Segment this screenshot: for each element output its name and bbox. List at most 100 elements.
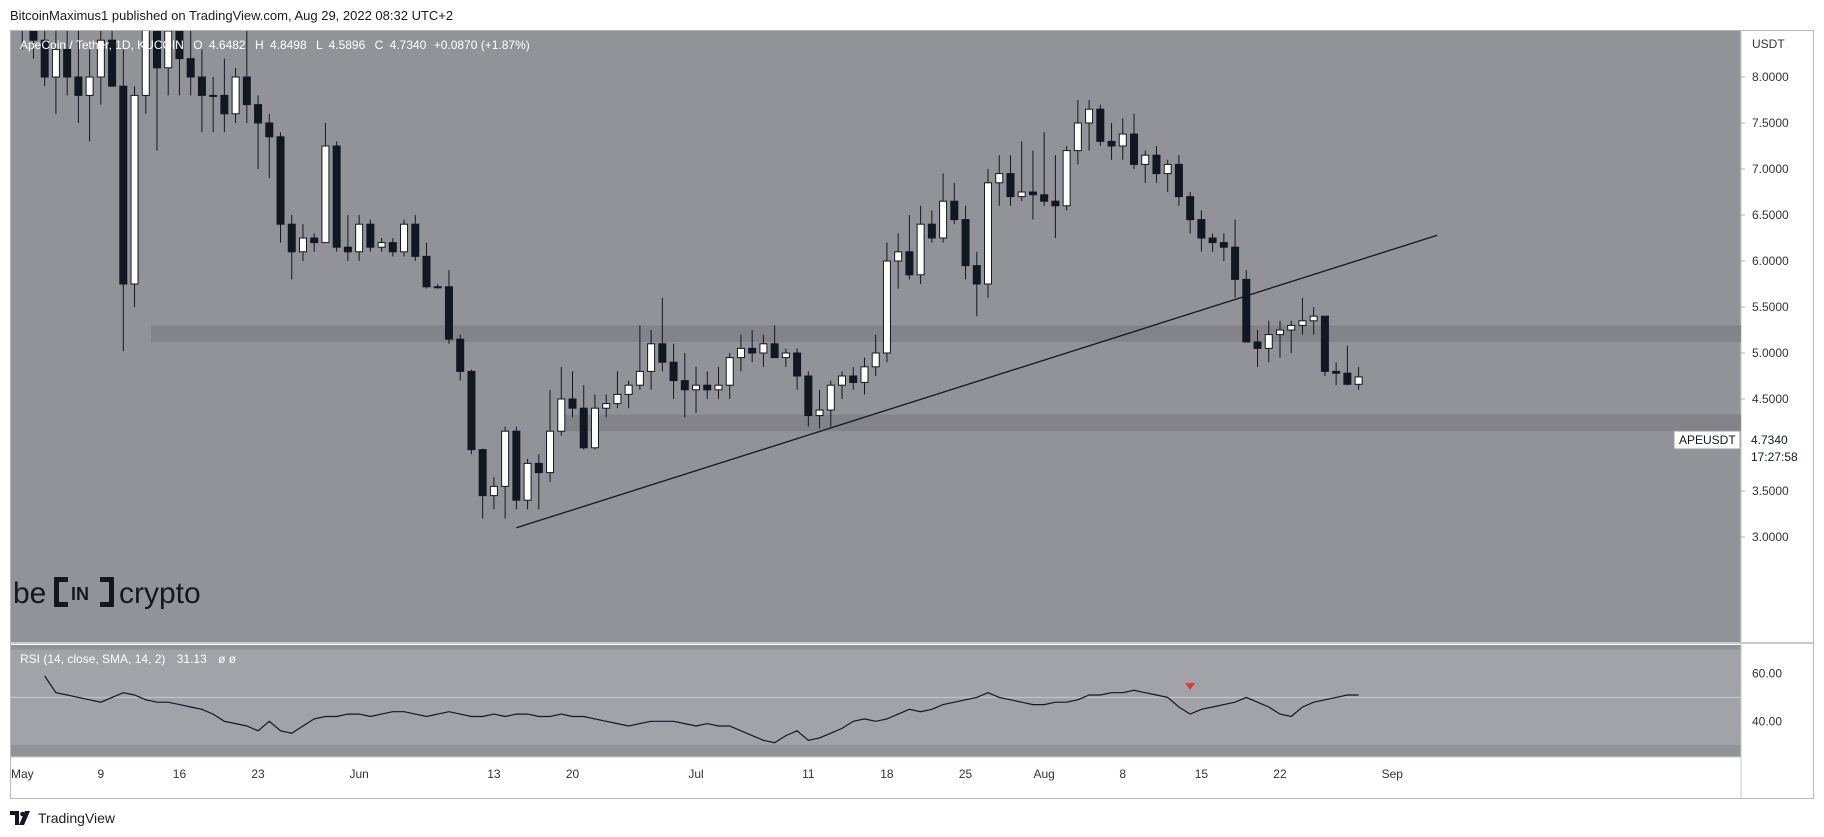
candle[interactable] bbox=[647, 330, 656, 390]
candle[interactable] bbox=[602, 394, 611, 418]
candle[interactable] bbox=[658, 297, 667, 372]
candle[interactable] bbox=[1096, 104, 1105, 146]
candle[interactable] bbox=[1051, 155, 1060, 238]
candle[interactable] bbox=[321, 123, 330, 244]
candle[interactable] bbox=[164, 31, 173, 96]
candle[interactable] bbox=[995, 155, 1004, 206]
candle[interactable] bbox=[568, 371, 577, 418]
candle[interactable] bbox=[1028, 150, 1037, 220]
candle[interactable] bbox=[63, 31, 72, 96]
candle[interactable] bbox=[579, 385, 588, 450]
candle[interactable] bbox=[860, 357, 869, 395]
candle[interactable] bbox=[141, 31, 150, 114]
candle[interactable] bbox=[298, 224, 307, 261]
candle[interactable] bbox=[85, 49, 94, 142]
candle[interactable] bbox=[1208, 233, 1217, 252]
candle[interactable] bbox=[1107, 123, 1116, 160]
candle[interactable] bbox=[310, 233, 319, 252]
candle[interactable] bbox=[422, 242, 431, 289]
time-axis[interactable]: May 9 16 23 Jun 13 20 Jul 11 18 25 Aug 8 15 22 Sep bbox=[11, 767, 1403, 781]
candle[interactable] bbox=[703, 371, 712, 399]
ascending-trendline[interactable] bbox=[516, 234, 1438, 529]
candle[interactable] bbox=[534, 454, 543, 510]
candle[interactable] bbox=[1298, 297, 1307, 335]
candle[interactable] bbox=[613, 371, 622, 409]
candle[interactable] bbox=[366, 219, 375, 252]
candle[interactable] bbox=[815, 389, 824, 429]
candle[interactable] bbox=[804, 371, 813, 427]
candle[interactable] bbox=[1219, 233, 1228, 261]
candle[interactable] bbox=[635, 325, 644, 390]
candle[interactable] bbox=[433, 284, 442, 289]
candle[interactable] bbox=[74, 31, 83, 123]
candle[interactable] bbox=[748, 330, 757, 363]
candle[interactable] bbox=[254, 95, 263, 169]
candle[interactable] bbox=[1309, 307, 1318, 335]
candle[interactable] bbox=[130, 86, 139, 307]
candle[interactable] bbox=[826, 380, 835, 427]
candle[interactable] bbox=[916, 205, 925, 284]
candle[interactable] bbox=[725, 353, 734, 399]
candle[interactable] bbox=[523, 458, 532, 510]
candles-layer[interactable] bbox=[19, 31, 1363, 519]
candle[interactable] bbox=[40, 31, 49, 87]
candle[interactable] bbox=[1130, 113, 1138, 169]
candle[interactable] bbox=[512, 426, 521, 510]
candle[interactable] bbox=[467, 369, 476, 455]
candle[interactable] bbox=[1332, 362, 1341, 386]
candle[interactable] bbox=[456, 334, 465, 381]
candle[interactable] bbox=[546, 389, 555, 482]
candle[interactable] bbox=[411, 215, 420, 261]
candle[interactable] bbox=[231, 67, 240, 123]
candle[interactable] bbox=[1186, 192, 1195, 234]
candle[interactable] bbox=[692, 366, 701, 413]
candle[interactable] bbox=[209, 77, 218, 133]
candle[interactable] bbox=[1152, 146, 1161, 183]
candle[interactable] bbox=[1197, 210, 1206, 252]
candle[interactable] bbox=[770, 325, 779, 359]
candle[interactable] bbox=[175, 31, 184, 96]
price-axis[interactable]: USDT 8.0000 7.5000 7.0000 6.5000 6.0000 5.500… bbox=[1741, 37, 1789, 544]
candle[interactable] bbox=[1231, 219, 1240, 298]
candle[interactable] bbox=[1354, 366, 1363, 390]
candle[interactable] bbox=[781, 348, 790, 367]
candle[interactable] bbox=[478, 448, 487, 519]
candle[interactable] bbox=[1006, 155, 1015, 206]
candle[interactable] bbox=[838, 371, 847, 399]
trendline-layer[interactable] bbox=[516, 234, 1438, 529]
candle[interactable] bbox=[1287, 320, 1296, 353]
candle[interactable] bbox=[29, 31, 38, 59]
candle[interactable] bbox=[51, 31, 60, 114]
candle[interactable] bbox=[108, 31, 117, 87]
candle[interactable] bbox=[849, 366, 858, 390]
candle[interactable] bbox=[1174, 155, 1183, 206]
footer-brand[interactable]: TradingView bbox=[10, 810, 115, 826]
candle[interactable] bbox=[939, 173, 948, 243]
candle[interactable] bbox=[332, 141, 341, 252]
candle[interactable] bbox=[1264, 320, 1273, 363]
candle[interactable] bbox=[1141, 150, 1150, 183]
candle[interactable] bbox=[220, 58, 229, 133]
candle[interactable] bbox=[1163, 159, 1172, 192]
candle[interactable] bbox=[714, 366, 723, 399]
candle[interactable] bbox=[961, 205, 970, 280]
candle[interactable] bbox=[1062, 146, 1071, 211]
candle[interactable] bbox=[343, 215, 352, 261]
candle[interactable] bbox=[19, 31, 26, 50]
candle[interactable] bbox=[736, 334, 745, 372]
candle[interactable] bbox=[1040, 132, 1049, 206]
candle[interactable] bbox=[489, 477, 498, 510]
candle[interactable] bbox=[590, 394, 599, 450]
candle[interactable] bbox=[1017, 141, 1026, 202]
candle[interactable] bbox=[444, 270, 453, 344]
candle[interactable] bbox=[950, 182, 959, 225]
candle[interactable] bbox=[1343, 345, 1352, 386]
candle[interactable] bbox=[265, 113, 274, 179]
candle[interactable] bbox=[894, 233, 903, 289]
candle[interactable] bbox=[669, 343, 678, 399]
candle[interactable] bbox=[276, 132, 285, 243]
candle[interactable] bbox=[1253, 330, 1262, 367]
candle[interactable] bbox=[793, 348, 802, 390]
candle[interactable] bbox=[501, 426, 510, 519]
candle[interactable] bbox=[680, 353, 689, 418]
